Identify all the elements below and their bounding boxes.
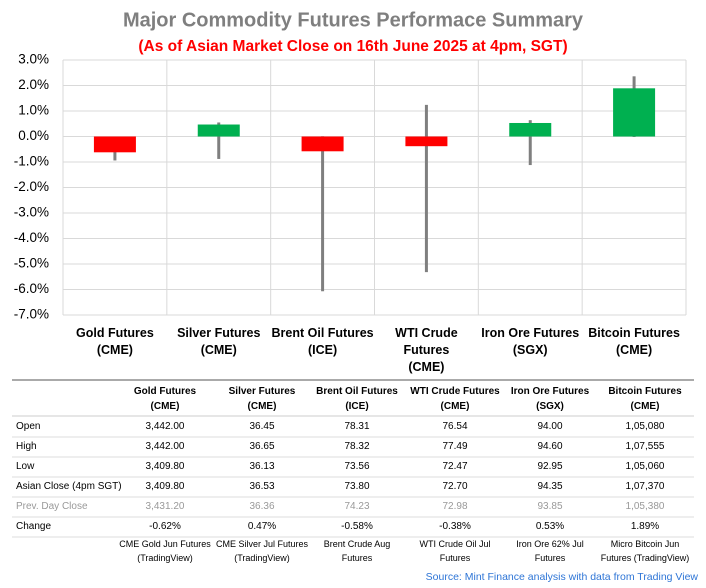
table-cell: 3,409.80 bbox=[145, 481, 185, 492]
y-tick-label: 1.0% bbox=[18, 103, 49, 118]
table-cell: 94.60 bbox=[537, 441, 563, 452]
table-header: Bitcoin Futures (CME) bbox=[608, 386, 682, 412]
source-note: Source: Mint Finance analysis with data … bbox=[425, 571, 698, 583]
table-cell: 92.95 bbox=[537, 461, 563, 472]
table-cell: -0.38% bbox=[439, 521, 471, 532]
table-cell: 3,431.20 bbox=[145, 501, 185, 512]
table-cell: 76.54 bbox=[442, 421, 468, 432]
table-cell: 0.53% bbox=[535, 521, 565, 532]
table-note: CME Silver Jul Futures (TradingView) bbox=[215, 539, 309, 563]
candle-body bbox=[405, 136, 448, 147]
y-tick-label: 3.0% bbox=[18, 52, 49, 67]
y-tick-label: -1.0% bbox=[14, 154, 49, 169]
table-cell: 0.47% bbox=[247, 521, 277, 532]
table-cell: 36.13 bbox=[249, 461, 275, 472]
candle-body bbox=[197, 124, 240, 137]
candle-body bbox=[301, 136, 344, 152]
y-tick-label: 0.0% bbox=[18, 128, 49, 143]
x-tick-label: Brent Oil Futures (ICE) bbox=[271, 326, 374, 357]
chart-title: Major Commodity Futures Performace Summa… bbox=[123, 9, 584, 31]
row-label: Asian Close (4pm SGT) bbox=[16, 481, 122, 492]
table-header: Gold Futures (CME) bbox=[133, 386, 197, 412]
row-label: High bbox=[16, 441, 37, 452]
y-tick-label: -4.0% bbox=[14, 230, 49, 245]
x-tick-label: WTI Crude Futures (CME) bbox=[395, 326, 458, 374]
table-header: Iron Ore Futures (SGX) bbox=[510, 386, 590, 412]
table-cell: 1,05,060 bbox=[625, 461, 665, 472]
table-cell: 93.85 bbox=[537, 501, 563, 512]
table-note: CME Gold Jun Futures (TradingView) bbox=[119, 539, 211, 563]
y-tick-label: -5.0% bbox=[14, 256, 49, 271]
table-cell: 3,442.00 bbox=[145, 441, 185, 452]
table-cell: 73.80 bbox=[344, 481, 370, 492]
table-cell: 36.65 bbox=[249, 441, 275, 452]
table-cell: -0.62% bbox=[149, 521, 181, 532]
table-cell: 94.35 bbox=[537, 481, 563, 492]
table-header: Silver Futures (CME) bbox=[228, 386, 296, 412]
table-note: Brent Crude Aug Futures bbox=[323, 539, 391, 563]
table-cell: 36.53 bbox=[249, 481, 275, 492]
y-tick-label: -6.0% bbox=[14, 281, 49, 296]
table-note: Micro Bitcoin Jun Futures (TradingView) bbox=[600, 539, 690, 563]
candle-body bbox=[509, 122, 552, 137]
table-cell: 78.32 bbox=[344, 441, 370, 452]
x-tick-label: Gold Futures (CME) bbox=[76, 326, 154, 357]
table-cell: 72.98 bbox=[442, 501, 468, 512]
table-cell: -0.58% bbox=[341, 521, 373, 532]
table-cell: 1,05,080 bbox=[625, 421, 665, 432]
candle-body bbox=[613, 88, 656, 137]
row-label: Change bbox=[16, 521, 52, 532]
table-cell: 73.56 bbox=[344, 461, 370, 472]
x-tick-label: Silver Futures (CME) bbox=[177, 326, 261, 357]
table-note: WTI Crude Oil Jul Futures bbox=[419, 539, 491, 563]
candle-body bbox=[93, 136, 136, 153]
y-tick-label: 2.0% bbox=[18, 77, 49, 92]
row-label: Prev. Day Close bbox=[16, 501, 88, 512]
table-header: Brent Oil Futures (ICE) bbox=[316, 386, 398, 412]
x-tick-label: Bitcoin Futures (CME) bbox=[588, 326, 680, 357]
table-cell: 74.23 bbox=[344, 501, 370, 512]
table-cell: 72.47 bbox=[442, 461, 468, 472]
table-cell: 1,07,370 bbox=[625, 481, 665, 492]
table-cell: 1,07,555 bbox=[625, 441, 665, 452]
table-cell: 1.89% bbox=[630, 521, 660, 532]
table-cell: 77.49 bbox=[442, 441, 468, 452]
x-tick-label: Iron Ore Futures (SGX) bbox=[481, 326, 580, 357]
table-cell: 36.36 bbox=[249, 501, 275, 512]
row-label: Open bbox=[16, 421, 41, 432]
table-cell: 72.70 bbox=[442, 481, 468, 492]
y-tick-label: -2.0% bbox=[14, 179, 49, 194]
table-header: WTI Crude Futures (CME) bbox=[410, 386, 500, 412]
chart-subtitle: (As of Asian Market Close on 16th June 2… bbox=[138, 38, 567, 55]
table-cell: 3,409.80 bbox=[145, 461, 185, 472]
row-label: Low bbox=[16, 461, 35, 472]
table-cell: 94.00 bbox=[537, 421, 563, 432]
y-tick-label: -3.0% bbox=[14, 205, 49, 220]
table-cell: 3,442.00 bbox=[145, 421, 185, 432]
table-cell: 36.45 bbox=[249, 421, 275, 432]
table-note: Iron Ore 62% Jul Futures bbox=[516, 539, 584, 563]
y-tick-label: -7.0% bbox=[14, 307, 49, 322]
table-cell: 1,05,380 bbox=[625, 501, 665, 512]
table-cell: 78.31 bbox=[344, 421, 370, 432]
